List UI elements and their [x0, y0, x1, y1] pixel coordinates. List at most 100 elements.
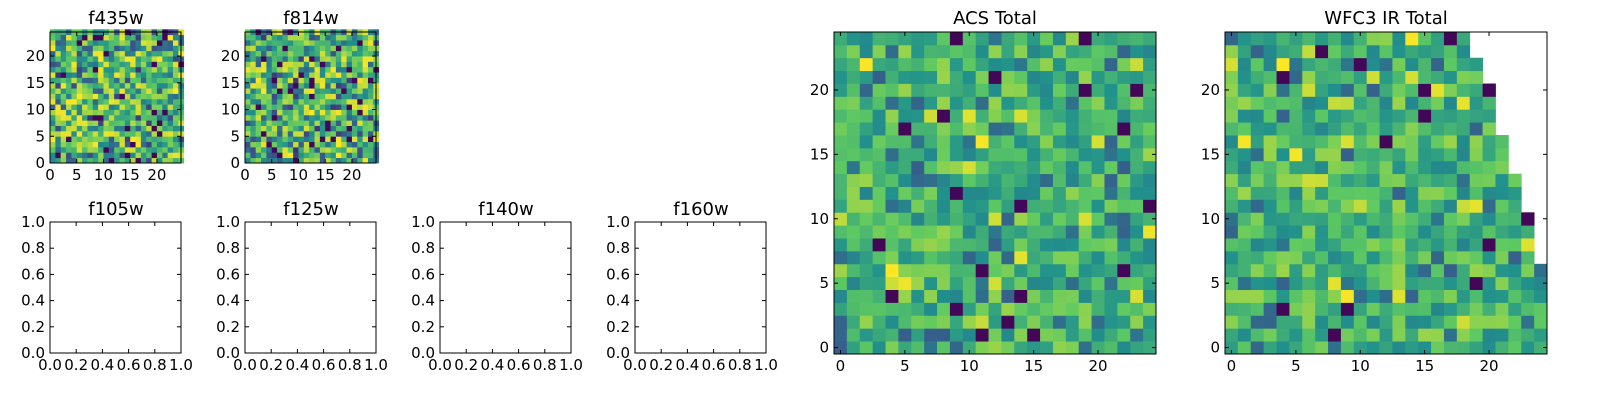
heatmap-cell: [303, 125, 310, 132]
heatmap-cell: [937, 147, 951, 162]
heatmap-cell: [975, 212, 989, 226]
heatmap-cell: [1040, 109, 1054, 123]
heatmap-cell: [50, 66, 56, 73]
heatmap-cell: [66, 72, 72, 78]
heatmap-cell: [898, 44, 912, 59]
heatmap-cell: [1482, 135, 1496, 149]
heatmap-cell: [325, 82, 331, 89]
heatmap-cell: [330, 34, 337, 41]
heatmap-cell: [885, 44, 899, 59]
heatmap-cell: [911, 199, 925, 213]
heatmap-cell: [341, 130, 347, 137]
heatmap-cell: [885, 212, 899, 226]
heatmap-cell: [303, 93, 310, 100]
heatmap-cell: [346, 77, 353, 84]
heatmap-cell: [172, 141, 179, 148]
heatmap-cell: [245, 82, 251, 89]
heatmap-cell: [108, 152, 115, 159]
heatmap-cell: [1405, 238, 1419, 252]
heatmap-cell: [261, 136, 267, 143]
heatmap-cell: [60, 88, 67, 94]
heatmap-cell: [1315, 83, 1329, 97]
heatmap-cell: [1014, 122, 1028, 136]
heatmap-cell: [911, 328, 925, 342]
heatmap-cell: [859, 250, 874, 265]
heatmap-cell: [1366, 173, 1380, 187]
heatmap-cell: [156, 40, 163, 46]
heatmap-cell: [975, 96, 989, 110]
heatmap-cell: [250, 120, 257, 126]
heatmap-cell: [975, 147, 989, 162]
heatmap-cell: [71, 114, 78, 121]
heatmap-cell: [1315, 250, 1329, 265]
heatmap-cell: [151, 45, 158, 52]
heatmap-cell: [82, 120, 88, 126]
heatmap-cell: [87, 45, 94, 52]
heatmap-cell: [1289, 186, 1303, 200]
heatmap-cell: [114, 34, 120, 41]
heatmap-cell: [885, 225, 899, 239]
heatmap-cell: [1456, 225, 1471, 239]
heatmap-cell: [303, 104, 310, 110]
heatmap-cell: [250, 45, 257, 52]
y-tick-label: 15: [26, 74, 45, 92]
heatmap-cell: [325, 136, 331, 143]
heatmap-cell: [898, 212, 912, 226]
heatmap-cell: [1495, 212, 1509, 226]
heatmap-cell: [293, 98, 299, 105]
heatmap-cell: [250, 125, 257, 132]
heatmap-cell: [277, 98, 283, 105]
heatmap-cell: [1250, 276, 1265, 290]
heatmap-cell: [1104, 186, 1118, 200]
heatmap-cell: [859, 160, 874, 175]
panel-f160w: f160w 0.0 0.2 0.4 0.6 0.8 1.00.00.20.40.60.81…: [606, 199, 778, 374]
heatmap-cell: [357, 88, 364, 94]
heatmap-cell: [1431, 328, 1445, 342]
heatmap-cell: [1040, 238, 1054, 252]
heatmap-cell: [314, 141, 321, 148]
heatmap-cell: [325, 104, 331, 110]
heatmap-cell: [314, 93, 321, 100]
heatmap-cell: [362, 109, 369, 116]
heatmap-cell: [314, 50, 321, 57]
heatmap-cell: [924, 276, 938, 290]
heatmap-cell: [55, 114, 62, 121]
heatmap-cell: [859, 328, 874, 342]
heatmap-cell: [250, 72, 257, 78]
x-tick-label: 0.2: [454, 356, 478, 374]
heatmap-cell: [1456, 302, 1471, 316]
heatmap-cell: [1130, 289, 1144, 303]
heatmap-cell: [1001, 122, 1015, 136]
heatmap-cell: [1392, 147, 1406, 162]
heatmap-cell: [1405, 302, 1419, 316]
heatmap-cell: [351, 45, 358, 52]
heatmap-cell: [108, 141, 115, 148]
heatmap-cell: [1302, 147, 1316, 162]
x-tick-label: 1.0: [364, 356, 388, 374]
heatmap-cell: [357, 130, 364, 137]
heatmap-cell: [266, 34, 273, 41]
heatmap-cell: [98, 98, 104, 105]
heatmap-cell: [1328, 160, 1342, 175]
heatmap-cell: [130, 120, 136, 126]
heatmap-cell: [60, 56, 67, 62]
heatmap-cell: [314, 45, 321, 52]
heatmap-cell: [114, 88, 120, 94]
heatmap-cell: [250, 50, 257, 57]
heatmap-cell: [250, 66, 257, 73]
heatmap-cell: [1104, 57, 1118, 72]
heatmap-cell: [1328, 173, 1342, 187]
heatmap-cell: [76, 98, 83, 105]
heatmap-cell: [1418, 173, 1432, 187]
heatmap-cell: [1289, 328, 1303, 342]
heatmap-cell: [975, 225, 989, 239]
heatmap-cell: [1225, 263, 1239, 278]
heatmap-cell: [357, 152, 364, 159]
heatmap-cell: [250, 146, 257, 153]
heatmap-cell: [1263, 109, 1277, 123]
heatmap-cell: [1052, 83, 1067, 97]
heatmap-cell: [341, 34, 347, 41]
heatmap-cell: [351, 146, 358, 153]
heatmap-cell: [124, 98, 131, 105]
